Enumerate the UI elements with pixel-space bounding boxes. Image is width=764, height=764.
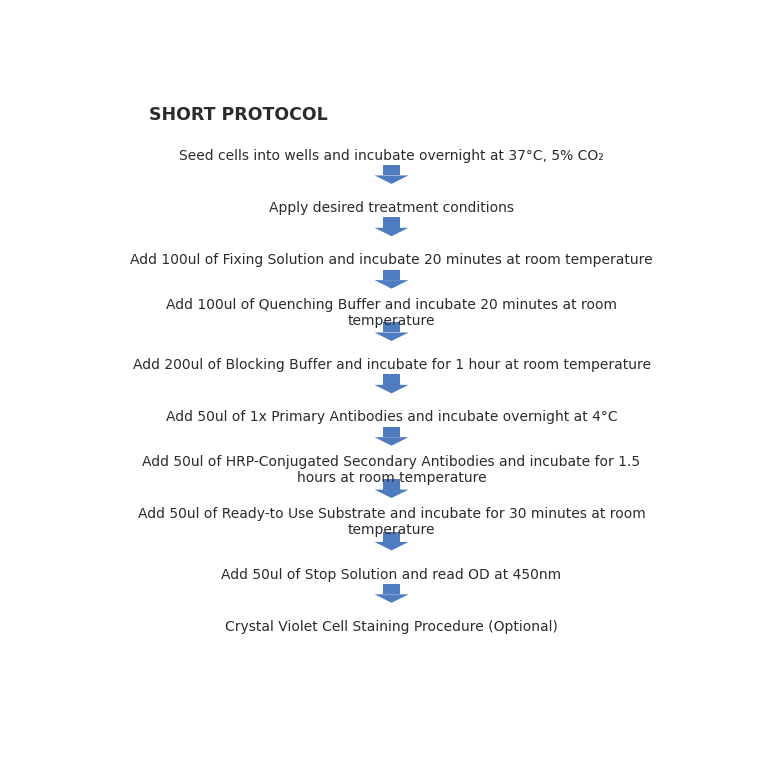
FancyBboxPatch shape <box>383 218 400 228</box>
Text: SHORT PROTOCOL: SHORT PROTOCOL <box>149 106 328 125</box>
Polygon shape <box>374 385 409 393</box>
Polygon shape <box>374 490 409 498</box>
Text: Seed cells into wells and incubate overnight at 37°C, 5% CO₂: Seed cells into wells and incubate overn… <box>180 149 604 163</box>
FancyBboxPatch shape <box>383 270 400 280</box>
FancyBboxPatch shape <box>383 584 400 594</box>
Text: Crystal Violet Cell Staining Procedure (Optional): Crystal Violet Cell Staining Procedure (… <box>225 620 558 634</box>
Text: Add 50ul of Ready-to Use Substrate and incubate for 30 minutes at room
temperatu: Add 50ul of Ready-to Use Substrate and i… <box>138 507 646 537</box>
FancyBboxPatch shape <box>383 532 400 542</box>
FancyBboxPatch shape <box>383 427 400 437</box>
Polygon shape <box>374 228 409 236</box>
Polygon shape <box>374 437 409 445</box>
Polygon shape <box>374 594 409 603</box>
Polygon shape <box>374 176 409 184</box>
Text: Add 50ul of Stop Solution and read OD at 450nm: Add 50ul of Stop Solution and read OD at… <box>222 568 562 581</box>
Text: Apply desired treatment conditions: Apply desired treatment conditions <box>269 201 514 215</box>
FancyBboxPatch shape <box>383 165 400 176</box>
FancyBboxPatch shape <box>383 479 400 490</box>
Polygon shape <box>374 332 409 341</box>
Text: Add 200ul of Blocking Buffer and incubate for 1 hour at room temperature: Add 200ul of Blocking Buffer and incubat… <box>132 358 651 372</box>
FancyBboxPatch shape <box>383 322 400 332</box>
Text: Add 50ul of HRP-Conjugated Secondary Antibodies and incubate for 1.5
hours at ro: Add 50ul of HRP-Conjugated Secondary Ant… <box>143 455 640 485</box>
Text: Add 50ul of 1x Primary Antibodies and incubate overnight at 4°C: Add 50ul of 1x Primary Antibodies and in… <box>166 410 617 425</box>
Text: Add 100ul of Fixing Solution and incubate 20 minutes at room temperature: Add 100ul of Fixing Solution and incubat… <box>130 254 653 267</box>
FancyBboxPatch shape <box>383 374 400 385</box>
Polygon shape <box>374 280 409 289</box>
Text: Add 100ul of Quenching Buffer and incubate 20 minutes at room
temperature: Add 100ul of Quenching Buffer and incuba… <box>166 298 617 328</box>
Polygon shape <box>374 542 409 550</box>
